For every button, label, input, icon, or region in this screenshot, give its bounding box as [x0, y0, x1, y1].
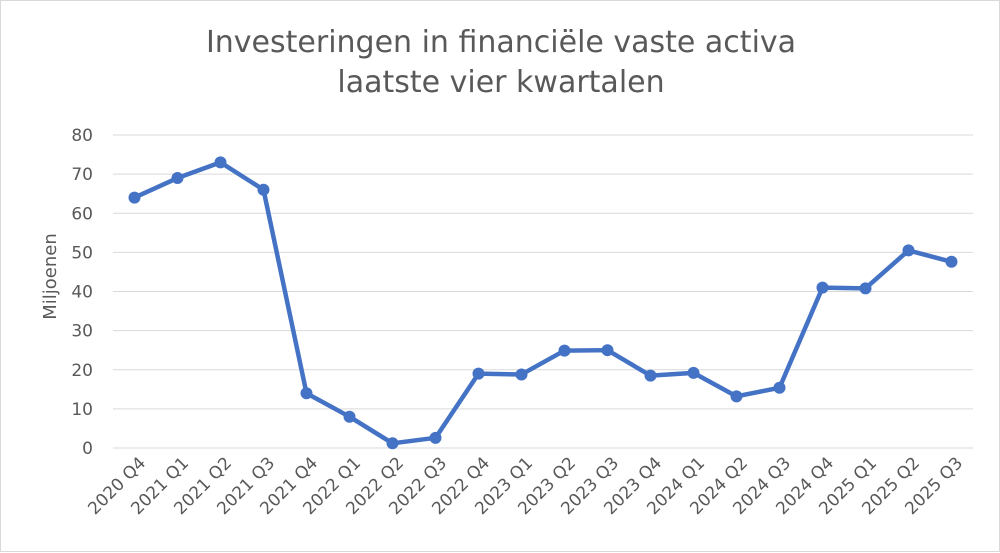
data-point — [300, 387, 313, 400]
gridlines — [113, 134, 973, 449]
data-point — [343, 410, 356, 423]
data-point — [902, 244, 915, 257]
y-tick-label: 20 — [71, 361, 93, 381]
y-tick-label: 40 — [71, 283, 93, 303]
y-axis-title: Miljoenen — [40, 233, 61, 320]
series-markers — [128, 156, 958, 450]
data-point — [214, 156, 227, 169]
y-tick-label: 10 — [71, 400, 93, 420]
y-tick-label: 80 — [71, 126, 93, 146]
data-point — [515, 368, 528, 381]
y-tick-label: 70 — [71, 165, 93, 185]
y-tick-label: 50 — [71, 243, 93, 263]
data-point — [730, 390, 743, 403]
series-line — [132, 160, 954, 446]
data-point — [558, 344, 571, 357]
y-tick-label: 60 — [71, 204, 93, 224]
data-point — [386, 437, 399, 450]
data-point — [257, 183, 270, 196]
data-point — [601, 344, 614, 357]
data-point — [687, 366, 700, 379]
data-point — [644, 369, 657, 382]
y-tick-label: 0 — [82, 439, 93, 459]
data-point — [945, 255, 958, 268]
data-point — [859, 282, 872, 295]
data-point — [472, 367, 485, 380]
data-point — [171, 172, 184, 185]
data-point — [773, 381, 786, 394]
chart-title: Investeringen in financiële vaste activa… — [205, 25, 797, 100]
y-axis-ticks: 0 10 20 30 40 50 60 70 80 — [71, 126, 93, 459]
data-point — [128, 191, 141, 204]
y-tick-label: 30 — [71, 322, 93, 342]
data-point — [429, 431, 442, 444]
data-point — [816, 281, 829, 294]
